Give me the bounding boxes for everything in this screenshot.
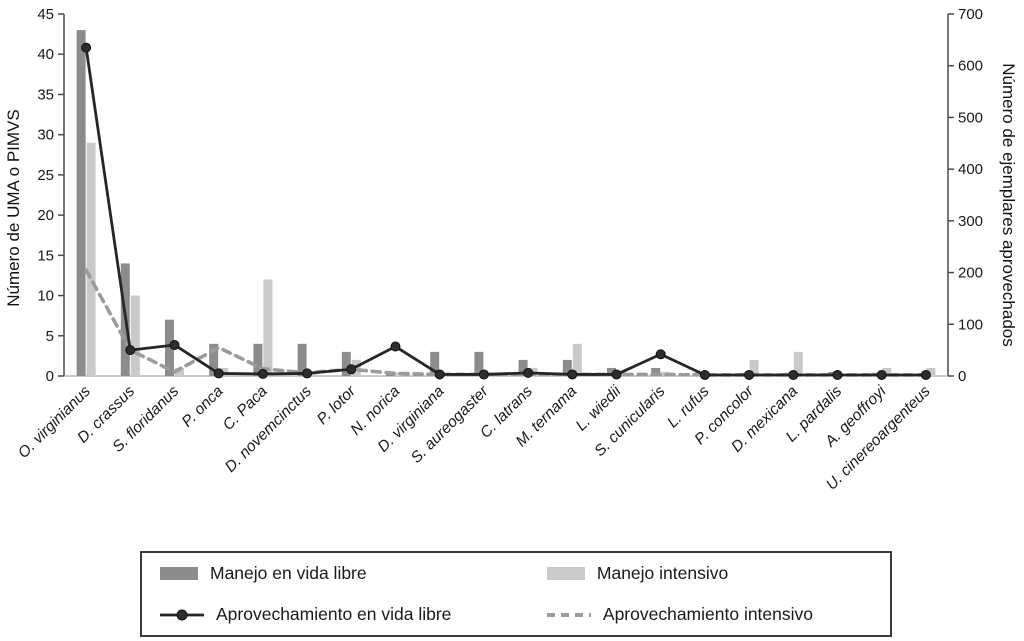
svg-text:0: 0 (958, 368, 966, 385)
svg-text:20: 20 (37, 207, 54, 224)
bars-layer (76, 30, 936, 376)
svg-text:25: 25 (37, 167, 54, 184)
legend-label-manejo-vida-libre: Manejo en vida libre (210, 563, 367, 583)
bar-swatch-light-icon (546, 567, 585, 580)
svg-text:200: 200 (958, 265, 983, 282)
right-axis-title: Número de ejemplares aprovechados (999, 63, 1018, 347)
legend: Manejo en vida libre Manejo intensivo Ap… (140, 551, 892, 637)
svg-text:S. aureogaster: S. aureogaster (408, 382, 493, 467)
legend-item-aprovechamiento-vida-libre: Aprovechamiento en vida libre (160, 604, 547, 625)
svg-text:40: 40 (37, 46, 54, 63)
svg-text:15: 15 (37, 247, 54, 264)
solid-line-series (81, 42, 931, 380)
dashed-line-icon (546, 612, 591, 617)
svg-text:300: 300 (958, 213, 983, 230)
legend-label-manejo-intensivo: Manejo intensivo (596, 563, 729, 583)
chart-plot-area: 0 5 10 15 20 25 30 35 40 45 0 100 200 300 400 500 600 700… (15, 6, 983, 494)
legend-label-aprovechamiento-vida-libre: Aprovechamiento en vida libre (216, 604, 452, 624)
left-axis-title: Número de UMA o PIMVS (4, 109, 23, 307)
svg-text:700: 700 (958, 6, 983, 23)
left-axis-ticks: 0 5 10 15 20 25 30 35 40 45 (37, 6, 64, 385)
svg-text:500: 500 (958, 109, 983, 126)
svg-text:5: 5 (46, 328, 54, 345)
svg-text:45: 45 (37, 6, 54, 23)
svg-text:0: 0 (46, 368, 54, 385)
legend-item-manejo-vida-libre: Manejo en vida libre (160, 563, 547, 584)
svg-text:O. virginianus: O. virginianus (15, 383, 94, 462)
svg-text:600: 600 (958, 58, 983, 75)
svg-text:30: 30 (37, 127, 54, 144)
svg-text:100: 100 (958, 316, 983, 333)
bar-swatch-dark-icon (160, 567, 198, 580)
svg-text:10: 10 (37, 288, 54, 305)
right-axis-ticks: 0 100 200 300 400 500 600 700 (948, 6, 983, 385)
svg-text:400: 400 (958, 161, 983, 178)
solid-line-marker-icon (160, 609, 204, 620)
legend-label-aprovechamiento-intensivo: Aprovechamiento intensivo (602, 604, 814, 624)
svg-text:P. onca: P. onca (179, 383, 227, 431)
svg-text:35: 35 (37, 86, 54, 103)
legend-item-manejo-intensivo: Manejo intensivo (546, 563, 890, 584)
axes (63, 14, 949, 377)
legend-item-aprovechamiento-intensivo: Aprovechamiento intensivo (546, 604, 890, 625)
